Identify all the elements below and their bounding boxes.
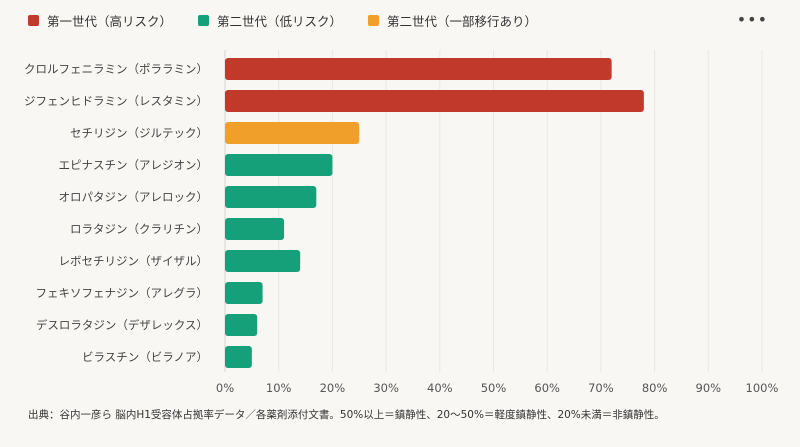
category-label: デスロラタジン（デザレックス） — [36, 318, 208, 332]
legend-label: 第二世代（一部移行あり） — [387, 14, 538, 29]
bar[interactable] — [225, 282, 263, 304]
bar[interactable] — [225, 218, 285, 240]
category-label: エピナスチン（アレジオン） — [59, 158, 209, 172]
x-tick-label: 80% — [642, 381, 668, 395]
legend-swatch — [368, 15, 380, 26]
legend-item[interactable]: 第二世代（低リスク） — [198, 11, 342, 30]
x-tick-label: 40% — [427, 381, 453, 395]
x-tick-label: 60% — [534, 381, 560, 395]
chart-legend: 第一世代（高リスク） 第二世代（低リスク） 第二世代（一部移行あり） — [28, 11, 563, 30]
legend-item[interactable]: 第一世代（高リスク） — [28, 11, 172, 30]
bar[interactable] — [225, 154, 333, 176]
x-tick-label: 70% — [588, 381, 614, 395]
more-horizontal-icon[interactable]: ••• — [736, 10, 768, 29]
category-label: オロパタジン（アレロック） — [59, 190, 209, 204]
x-tick-label: 20% — [320, 381, 346, 395]
x-tick-label: 50% — [481, 381, 507, 395]
x-tick-label: 30% — [373, 381, 399, 395]
x-tick-label: 90% — [696, 381, 722, 395]
legend-label: 第一世代（高リスク） — [47, 14, 173, 29]
category-label: フェキソフェナジン（アレグラ） — [36, 286, 209, 300]
legend-label: 第二世代（低リスク） — [217, 14, 343, 29]
category-label: ロラタジン（クラリチン） — [70, 222, 208, 236]
x-tick-label: 0% — [216, 381, 234, 395]
legend-swatch — [198, 15, 210, 26]
legend-item[interactable]: 第二世代（一部移行あり） — [368, 11, 537, 30]
legend-swatch — [28, 15, 39, 26]
x-tick-label: 100% — [746, 381, 779, 395]
bar[interactable] — [225, 58, 612, 80]
category-label: クロルフェニラミン（ポララミン） — [24, 62, 208, 76]
category-label: ビラスチン（ビラノア） — [82, 350, 208, 364]
category-label: セチリジン（ジルテック） — [70, 126, 208, 140]
bar[interactable] — [225, 186, 317, 208]
bar[interactable] — [225, 90, 644, 112]
x-tick-label: 10% — [266, 381, 292, 395]
bar[interactable] — [225, 122, 360, 144]
bar[interactable] — [225, 250, 301, 272]
category-label: ジフェンヒドラミン（レスタミン） — [24, 94, 208, 108]
bar[interactable] — [225, 346, 252, 368]
bar[interactable] — [225, 314, 258, 336]
category-label: レボセチリジン（ザイザル） — [59, 254, 209, 268]
source-footnote: 出典：谷内一彦ら 脳内H1受容体占拠率データ／各薬剤添付文書。50%以上＝鎮静性… — [28, 409, 665, 421]
